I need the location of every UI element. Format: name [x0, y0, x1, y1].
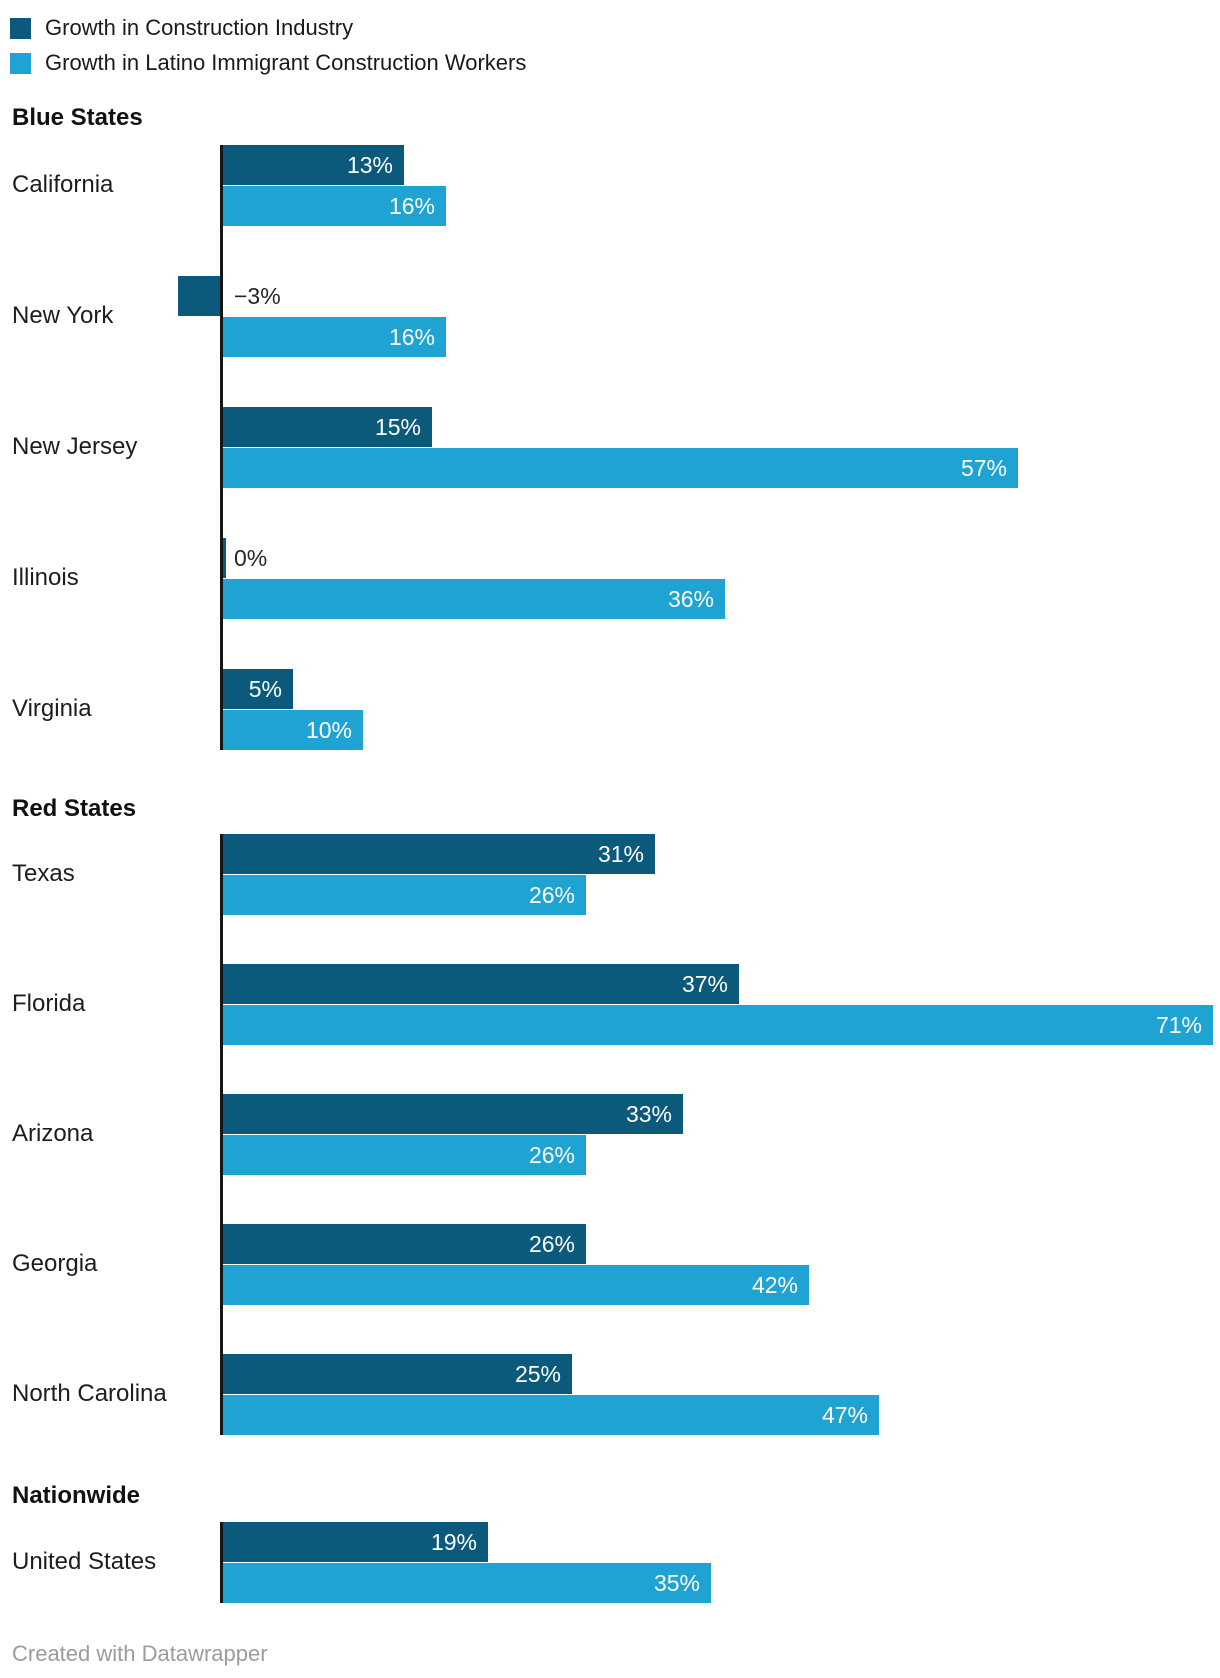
axis-line: [220, 834, 223, 1435]
bar-latino-workers: 10%: [223, 710, 363, 750]
section-header: Red States: [12, 795, 137, 822]
bar-value-label: 19%: [430, 1529, 477, 1555]
bar-value-label: 16%: [388, 193, 435, 219]
state-label: New Jersey: [12, 433, 138, 460]
bar-value-label: 71%: [1155, 1012, 1202, 1038]
legend-label: Growth in Latino Immigrant Construction …: [45, 50, 527, 75]
state-label: New York: [12, 302, 114, 329]
bar-value-label: 37%: [681, 971, 728, 997]
bar-value-label: 26%: [528, 1231, 575, 1257]
bar-construction-industry: 5%: [223, 669, 293, 709]
state-label: California: [12, 171, 114, 198]
bar-construction-industry: 33%: [223, 1094, 683, 1134]
bar-value-label: 57%: [960, 455, 1007, 481]
bar-value-label: 16%: [388, 324, 435, 350]
bar-value-label: 31%: [597, 841, 644, 867]
bar-construction-industry: [223, 538, 226, 578]
legend-swatch-dark-blue-icon: [10, 17, 31, 39]
bar-latino-workers: 26%: [223, 875, 586, 915]
bar-latino-workers: 57%: [223, 448, 1018, 488]
bar-construction-industry: 19%: [223, 1522, 488, 1562]
bar-construction-industry: 25%: [223, 1354, 572, 1394]
bar-value-label: 5%: [248, 676, 282, 702]
section-header: Nationwide: [12, 1482, 141, 1509]
bar-value-label: 26%: [528, 1142, 575, 1168]
bar-value-label: 26%: [528, 882, 575, 908]
bar-latino-workers: 16%: [223, 186, 446, 226]
bar-value-label: 42%: [751, 1272, 798, 1298]
section-header: Blue States: [12, 104, 143, 131]
legend-item-latino-immigrant-workers: Growth in Latino Immigrant Construction …: [10, 50, 526, 76]
bar-value-label: −3%: [234, 283, 281, 309]
bar-value-label: 36%: [667, 586, 714, 612]
bar-latino-workers: 26%: [223, 1135, 586, 1175]
bar-construction-industry: 37%: [223, 964, 739, 1004]
legend-label: Growth in Construction Industry: [45, 15, 354, 40]
legend-swatch-light-blue-icon: [10, 52, 31, 74]
footer-credit: Created with Datawrapper: [12, 1641, 268, 1666]
bar-latino-workers: 47%: [223, 1395, 879, 1435]
bar-value-label: 0%: [234, 545, 268, 571]
bar-latino-workers: 16%: [223, 317, 446, 357]
state-label: North Carolina: [12, 1380, 167, 1407]
bar-construction-industry: 31%: [223, 834, 655, 874]
state-label: Illinois: [12, 564, 79, 591]
bar-value-label: 10%: [305, 717, 352, 743]
bar-construction-industry: 15%: [223, 407, 432, 447]
state-label: United States: [12, 1548, 157, 1575]
bar-latino-workers: 71%: [223, 1005, 1213, 1045]
bar-construction-industry: [178, 276, 220, 316]
state-label: Texas: [12, 860, 75, 887]
axis-line: [220, 1522, 223, 1603]
bar-construction-industry: 26%: [223, 1224, 586, 1264]
axis-line: [220, 145, 223, 750]
legend-item-construction-industry: Growth in Construction Industry: [10, 15, 353, 41]
bar-value-label: 33%: [625, 1101, 672, 1127]
bar-construction-industry: 13%: [223, 145, 404, 185]
bar-value-label: 15%: [374, 414, 421, 440]
state-label: Georgia: [12, 1250, 98, 1277]
bar-latino-workers: 36%: [223, 579, 725, 619]
state-label: Arizona: [12, 1120, 94, 1147]
bar-value-label: 47%: [821, 1402, 868, 1428]
bar-value-label: 35%: [653, 1570, 700, 1596]
bar-value-label: 25%: [514, 1361, 561, 1387]
state-label: Florida: [12, 990, 86, 1017]
bar-value-label: 13%: [346, 152, 393, 178]
bar-latino-workers: 42%: [223, 1265, 809, 1305]
state-label: Virginia: [12, 695, 92, 722]
bar-latino-workers: 35%: [223, 1563, 711, 1603]
